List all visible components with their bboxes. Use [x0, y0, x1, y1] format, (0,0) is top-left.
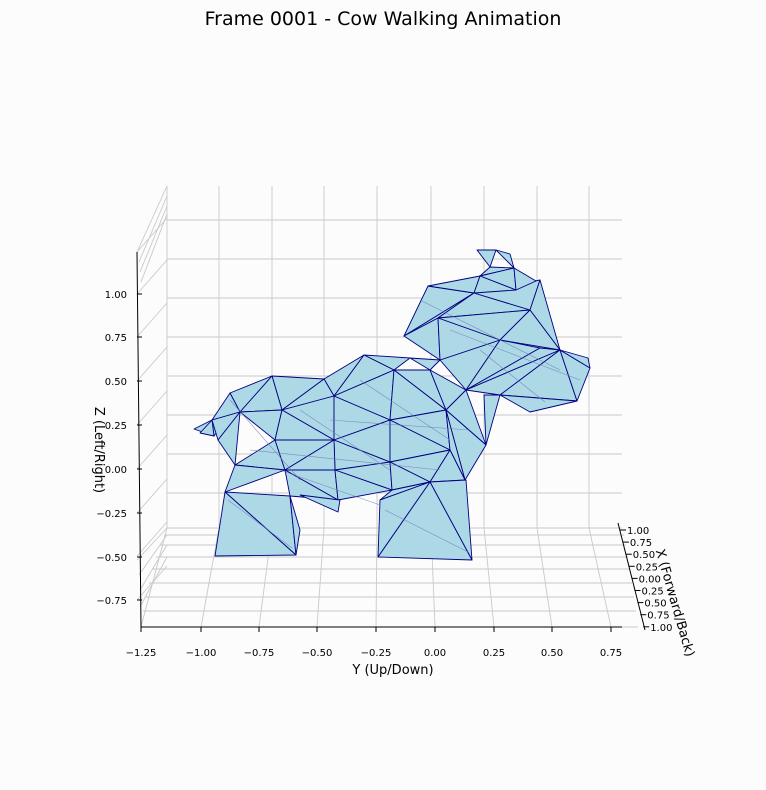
plot-area: −1.25 −1.00 −0.75 −0.50 −0.25 0.00 0.25 0.50 0.7…: [96, 185, 672, 659]
mesh-face: [334, 469, 393, 501]
floor-grid-line: [375, 527, 378, 628]
mesh-inner-edge: [249, 449, 441, 471]
mesh-face: [299, 494, 341, 513]
z-tick-label: 1.00: [105, 290, 127, 301]
mesh-face: [224, 464, 286, 493]
axes-lines: [136, 251, 646, 631]
depth-tick-label: 1.00: [627, 526, 649, 537]
mesh-inner-edge: [229, 399, 301, 481]
depth-tick-label: 0.25: [636, 562, 658, 573]
floor-grid-line: [483, 527, 495, 628]
mesh-inner-edge: [384, 509, 469, 553]
x-tick-label: 0.75: [600, 648, 622, 659]
mesh-inner-edge: [227, 499, 293, 549]
side-grid-line: [136, 478, 168, 514]
mesh-face: [409, 357, 441, 371]
mesh-face: [217, 411, 241, 466]
side-grid-line: [139, 205, 168, 273]
side-grid-line: [136, 390, 168, 426]
side-grid-line: [136, 217, 168, 253]
mesh-inner-edge: [299, 409, 391, 471]
mesh-inner-edge: [279, 469, 381, 506]
mesh-face: [476, 249, 497, 268]
x-tick-label: −1.25: [126, 648, 157, 659]
z-tick-label: 0.50: [105, 377, 127, 388]
mesh-face: [437, 317, 501, 361]
z-axis-label: Z (Left/Right): [91, 407, 106, 493]
mesh-face: [289, 495, 301, 556]
side-grid-line: [136, 302, 168, 338]
z-tick-label: 0.75: [105, 333, 127, 344]
floor-grid-line: [316, 527, 325, 628]
x-tick-label: 0.50: [541, 648, 563, 659]
mesh-face: [214, 491, 297, 557]
x-tick-label: −0.25: [361, 648, 392, 659]
cow-mesh: [193, 249, 591, 561]
side-grid-line: [136, 185, 168, 253]
mesh-face: [473, 275, 517, 294]
side-grid-line: [138, 195, 168, 263]
z-tick-label: 0.00: [105, 465, 127, 476]
z-tick-label: −0.50: [96, 553, 127, 564]
mesh-face: [499, 394, 578, 413]
floor-grid-line: [140, 527, 168, 628]
x-tick-label: −1.00: [186, 648, 217, 659]
side-grid-line: [138, 534, 168, 576]
floor-grid-line: [588, 527, 612, 628]
depth-tick-label: 1.00: [650, 623, 672, 634]
side-wall-grid: [136, 185, 168, 606]
mesh-face: [483, 394, 501, 446]
mesh-inner-edge: [329, 419, 471, 431]
floor-grid-line: [200, 527, 220, 628]
mesh-face: [513, 267, 537, 291]
depth-tick-label: 0.50: [633, 550, 655, 561]
mesh-face: [495, 249, 515, 269]
z-axis-line: [136, 251, 142, 628]
x-tick-label: 0.00: [424, 648, 446, 659]
side-grid-line: [136, 259, 168, 295]
x-tick-label: 0.25: [483, 648, 505, 659]
side-grid-line: [136, 521, 168, 557]
chart-title: Frame 0001 - Cow Walking Animation: [205, 8, 562, 30]
depth-tick-label: 0.75: [630, 538, 652, 549]
z-axis-ticks: −0.75 −0.50 −0.25 0.00 0.25 0.50 0.75 1.00: [96, 290, 142, 607]
depth-axis-ticks: 1.000.750.500.250.000.250.500.751.00: [620, 526, 672, 634]
side-grid-line: [136, 346, 168, 382]
x-tick-label: −0.75: [244, 648, 275, 659]
mesh-face: [499, 309, 561, 351]
depth-tick-label: 0.75: [647, 611, 669, 622]
mesh-face: [559, 349, 591, 369]
mesh-inner-edge: [449, 329, 581, 381]
side-grid-line: [136, 565, 168, 601]
side-grid-line: [140, 213, 168, 283]
depth-tick-label: 0.50: [644, 599, 666, 610]
depth-axis-line: [617, 522, 646, 631]
side-grid-line: [136, 527, 168, 561]
mesh-inner-edge: [359, 379, 451, 441]
side-grid-line: [139, 544, 168, 591]
x-axis-label: Y (Up/Down): [351, 663, 433, 678]
mesh-face: [199, 419, 215, 437]
x-tick-label: −0.50: [302, 648, 333, 659]
z-tick-label: −0.75: [96, 596, 127, 607]
floor-grid-line: [536, 527, 553, 628]
mesh-inner-edge: [479, 349, 546, 403]
z-tick-label: 0.25: [105, 421, 127, 432]
x-axis-ticks: −1.25 −1.00 −0.75 −0.50 −0.25 0.00 0.25 0.50 0.7…: [126, 627, 622, 659]
z-tick-label: −0.25: [96, 509, 127, 520]
depth-tick-label: 0.00: [639, 574, 661, 585]
mesh-inner-edge: [419, 299, 561, 371]
side-grid-line: [136, 434, 168, 470]
depth-tick-label: 0.25: [642, 587, 664, 598]
